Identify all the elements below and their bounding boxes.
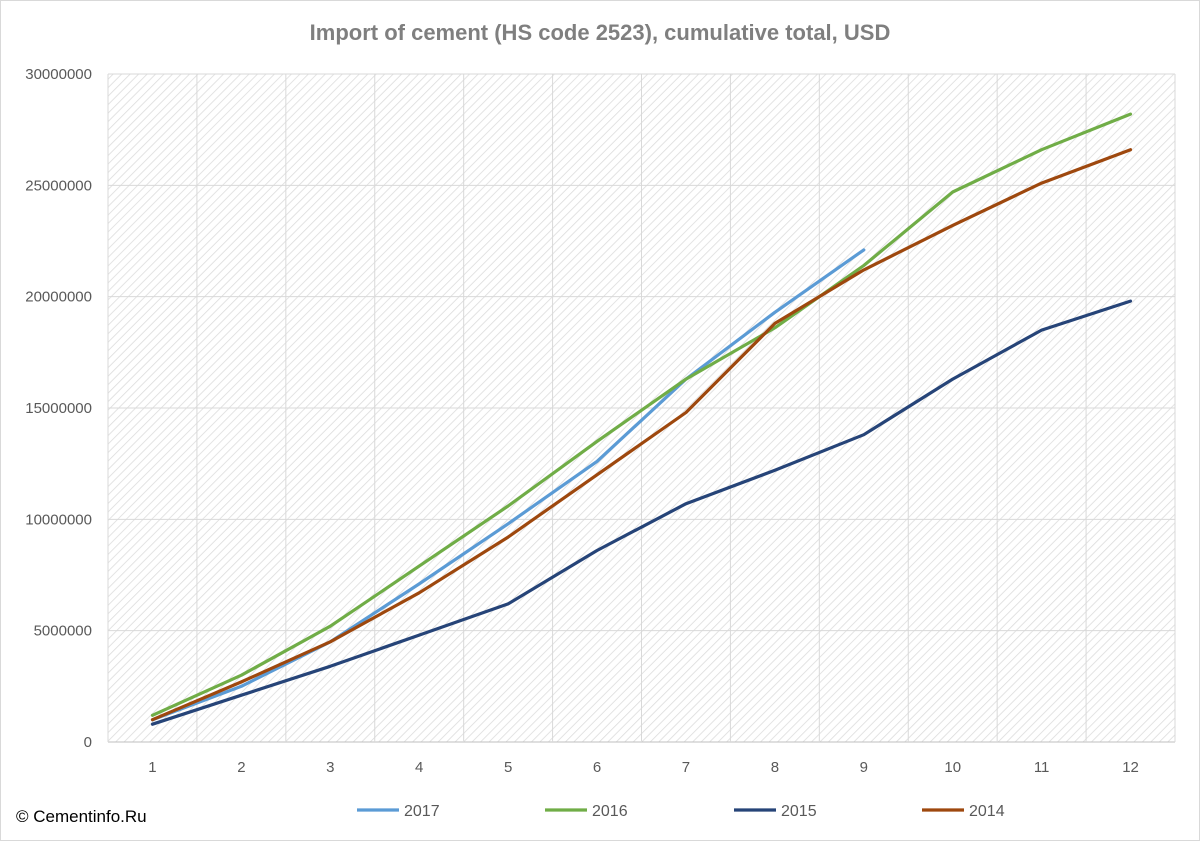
legend-label: 2015 [781, 803, 817, 820]
y-tick-label: 10000000 [25, 511, 92, 528]
y-tick-label: 20000000 [25, 289, 92, 306]
x-tick-label: 4 [415, 759, 423, 776]
x-tick-label: 5 [504, 759, 512, 776]
series-line-2016 [150, 112, 1133, 717]
series-line-2017 [150, 248, 866, 722]
x-tick-label: 3 [326, 759, 334, 776]
legend-label: 2014 [969, 803, 1005, 820]
copyright-text: © Cementinfo.Ru [16, 807, 147, 826]
x-tick-label: 7 [682, 759, 690, 776]
series-line-2015 [150, 299, 1133, 726]
x-tick-label: 6 [593, 759, 601, 776]
x-tick-label: 8 [771, 759, 779, 776]
x-tick-label: 2 [237, 759, 245, 776]
x-tick-label: 1 [148, 759, 156, 776]
x-tick-label: 12 [1122, 759, 1139, 776]
x-tick-label: 10 [944, 759, 961, 776]
y-tick-label: 0 [84, 734, 92, 751]
y-tick-label: 25000000 [25, 177, 92, 194]
x-tick-label: 11 [1034, 759, 1050, 776]
chart-title: Import of cement (HS code 2523), cumulat… [310, 20, 891, 45]
y-tick-label: 30000000 [25, 66, 92, 83]
x-tick-label: 9 [860, 759, 868, 776]
y-tick-label: 15000000 [25, 400, 92, 417]
legend-label: 2017 [404, 803, 440, 820]
series-line-2014 [150, 148, 1133, 722]
legend-label: 2016 [592, 803, 628, 820]
y-tick-label: 5000000 [34, 623, 92, 640]
